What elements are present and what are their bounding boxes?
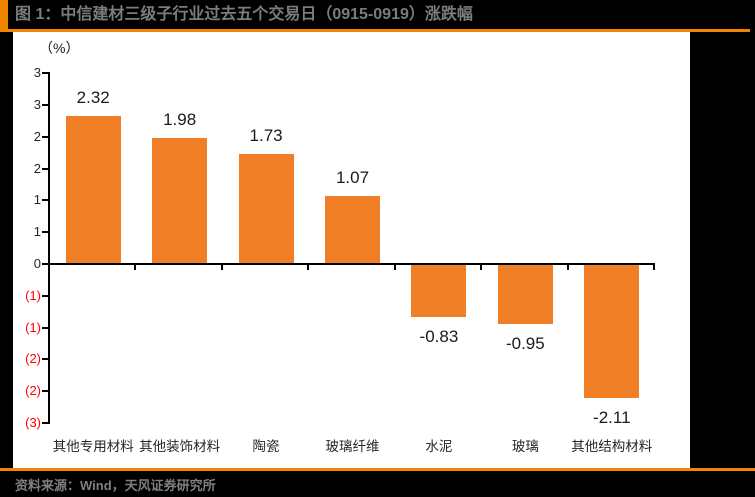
bar-value-label: -0.83 bbox=[419, 326, 459, 346]
x-axis-tick bbox=[566, 265, 569, 270]
bar bbox=[497, 264, 553, 325]
y-tick-label: 1 bbox=[33, 224, 41, 240]
x-axis-tick bbox=[48, 265, 50, 270]
y-tick-label: 0 bbox=[33, 256, 41, 271]
bar bbox=[65, 116, 121, 264]
figure-title: 图 1：中信建材三级子行业过去五个交易日（0915-0919）涨跌幅 bbox=[15, 6, 473, 23]
y-axis-tick bbox=[42, 263, 50, 265]
figure-title-bar: 图 1：中信建材三级子行业过去五个交易日（0915-0919）涨跌幅 bbox=[0, 0, 755, 29]
bar bbox=[411, 264, 467, 317]
bar-value-label: 1.98 bbox=[163, 110, 197, 130]
y-tick-label: (1) bbox=[25, 287, 41, 303]
bar bbox=[584, 264, 640, 399]
y-axis-tick bbox=[42, 167, 50, 170]
y-axis-tick bbox=[42, 326, 50, 329]
bar-value-label: 1.73 bbox=[249, 125, 283, 145]
x-category-label: 其他结构材料 bbox=[571, 439, 653, 454]
bar-value-label: -2.11 bbox=[593, 408, 631, 428]
chart-panel: （%） 2.32 其他专用材料 1.98 其他装饰材料 1.73 陶瓷 1.07 玻璃纤维 -0… bbox=[13, 32, 690, 468]
bar-chart-plot-area: 2.32 其他专用材料 1.98 其他装饰材料 1.73 陶瓷 1.07 玻璃纤维 -0.83 水… bbox=[13, 32, 690, 468]
y-axis-tick bbox=[42, 294, 50, 297]
y-tick-label: 2 bbox=[33, 160, 41, 176]
y-tick-label: 1 bbox=[33, 192, 41, 208]
x-category-label: 玻璃 bbox=[511, 439, 539, 454]
orange-accent-bar bbox=[0, 0, 8, 29]
x-category-label: 玻璃纤维 bbox=[325, 439, 380, 454]
y-axis-tick bbox=[42, 358, 50, 361]
bar bbox=[238, 153, 294, 264]
x-category-label: 其他专用材料 bbox=[52, 439, 134, 454]
x-category-label: 其他装饰材料 bbox=[139, 439, 221, 454]
y-axis-tick bbox=[42, 72, 50, 75]
bar-value-label: 2.32 bbox=[76, 88, 110, 108]
x-axis-tick bbox=[653, 265, 655, 270]
y-axis-tick bbox=[42, 231, 50, 234]
y-tick-label: 2 bbox=[33, 128, 41, 144]
y-axis-tick bbox=[42, 135, 50, 138]
source-note: 资料来源：Wind，天风证券研究所 bbox=[15, 478, 216, 493]
y-tick-label: 3 bbox=[33, 97, 41, 112]
y-axis-line bbox=[48, 73, 50, 423]
bar bbox=[152, 138, 208, 264]
y-tick-label: (2) bbox=[25, 383, 41, 399]
y-axis-tick bbox=[42, 422, 50, 424]
x-category-label: 水泥 bbox=[425, 439, 453, 454]
y-tick-label: (3) bbox=[25, 415, 41, 430]
bottom-divider-rule bbox=[0, 468, 755, 471]
y-tick-label: (2) bbox=[25, 351, 41, 367]
top-divider-rule bbox=[0, 29, 750, 32]
x-axis-tick bbox=[220, 265, 223, 270]
x-category-label: 陶瓷 bbox=[252, 439, 280, 454]
y-tick-label: (1) bbox=[25, 319, 41, 335]
bar bbox=[325, 195, 380, 264]
bar-value-label: 1.07 bbox=[335, 167, 370, 187]
x-axis-tick bbox=[393, 265, 396, 270]
y-tick-label: 3 bbox=[33, 65, 41, 81]
x-axis-tick bbox=[134, 265, 137, 270]
y-axis-tick bbox=[42, 390, 50, 393]
y-axis-unit-label: （%） bbox=[39, 40, 80, 56]
y-axis-tick bbox=[42, 104, 50, 106]
y-axis-tick bbox=[42, 199, 50, 202]
x-axis-tick bbox=[480, 265, 483, 270]
bar-value-label: -0.95 bbox=[505, 334, 545, 354]
x-axis-line bbox=[48, 263, 655, 265]
x-axis-tick bbox=[307, 265, 310, 270]
